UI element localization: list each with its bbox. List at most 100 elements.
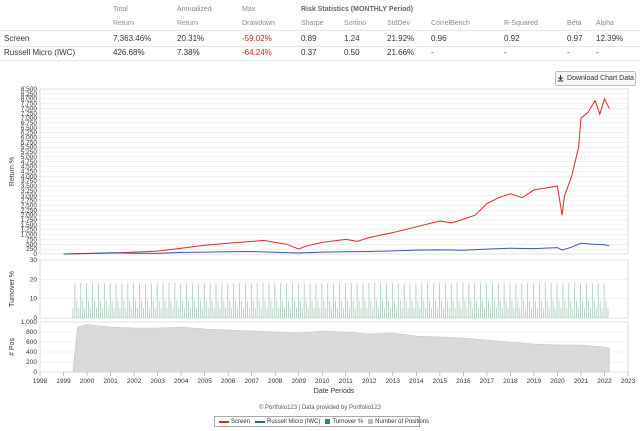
- x-tick-label: 2023: [621, 378, 636, 385]
- y-tick-label: 5,000: [21, 154, 38, 161]
- y-tick-label: 2,500: [21, 202, 38, 209]
- table-cell: -59.02%: [242, 34, 272, 43]
- x-tick-label: 2004: [174, 378, 189, 385]
- column-header: R-Squared: [504, 20, 538, 27]
- y-tick-label: 6,000: [21, 135, 38, 142]
- table-cell: 0.37: [301, 48, 317, 57]
- x-tick-label: 2010: [315, 378, 330, 385]
- y-tick-label: 5,250: [21, 149, 38, 156]
- y-tick-label: 0: [33, 369, 37, 376]
- y-tick-label: 1,000: [21, 232, 38, 239]
- y-tick-label: 20: [30, 276, 38, 283]
- series-line-screen: [63, 97, 610, 255]
- y-tick-label: 3,750: [21, 178, 38, 185]
- x-tick-label: 2017: [480, 378, 495, 385]
- table-cell: -64.24%: [242, 48, 272, 57]
- table-cell: 0.96: [431, 34, 447, 43]
- y-tick-label: 400: [26, 349, 37, 356]
- x-tick-label: 2003: [150, 378, 165, 385]
- table-cell: 21.92%: [387, 34, 415, 43]
- x-tick-label: 2021: [574, 378, 589, 385]
- y-tick-label: 8,250: [21, 91, 38, 98]
- y-tick-label: 10: [30, 296, 38, 303]
- download-chart-data-button[interactable]: Download Chart Data: [555, 71, 636, 86]
- x-tick-label: 2014: [409, 378, 424, 385]
- column-header: StdDev: [387, 20, 410, 27]
- legend-item[interactable]: Screen: [219, 419, 250, 425]
- x-tick-label: 2008: [268, 378, 283, 385]
- y-tick-label: 3,000: [21, 193, 38, 200]
- header-line1: Total: [113, 6, 128, 13]
- header-line1: Annualized: [177, 6, 212, 13]
- table-cell: 21.66%: [387, 48, 415, 57]
- y-tick-label: 0: [33, 315, 37, 322]
- x-tick-label: 2019: [527, 378, 542, 385]
- y-tick-label: 1,750: [21, 217, 38, 224]
- y-tick-label: 6,500: [21, 125, 38, 132]
- y-tick-label: 4,750: [21, 159, 38, 166]
- table-cell: 426.68%: [113, 48, 145, 57]
- y-tick-label: 5,750: [21, 139, 38, 146]
- y-tick-label: 7,250: [21, 110, 38, 117]
- table-cell: -: [596, 48, 599, 57]
- table-cell: -: [567, 48, 570, 57]
- y-tick-label: 1,250: [21, 227, 38, 234]
- x-tick-label: 1999: [56, 378, 71, 385]
- x-tick-label: 2016: [456, 378, 471, 385]
- x-tick-label: 2007: [244, 378, 259, 385]
- footer-credit: © Portfolio123 | Data provided by Portfo…: [258, 405, 382, 411]
- table-row: Screen 7,363.46% 20.31% -59.02% 0.89 1.24 21.9…: [0, 30, 640, 47]
- table-cell: 1.24: [344, 34, 360, 43]
- x-tick-label: 2015: [433, 378, 448, 385]
- x-tick-label: 2002: [127, 378, 142, 385]
- y-tick-label: 8,000: [21, 96, 38, 103]
- table-row: Russell Micro (IWC) 426.68% 7.38% -64.24% 0.…: [0, 45, 640, 61]
- header-line1: Max: [242, 6, 256, 13]
- y-tick-label: 3,500: [21, 183, 38, 190]
- table-cell: 12.39%: [596, 34, 624, 43]
- y-tick-label: 5,500: [21, 144, 38, 151]
- chart-legend: Screen Russell Micro (IWC) Turnover % Numbe…: [214, 416, 429, 427]
- legend-swatch: [255, 420, 266, 423]
- y-tick-label: 7,750: [21, 101, 38, 108]
- y-tick-label: 4,000: [21, 173, 38, 180]
- x-tick-label: 1998: [33, 378, 48, 385]
- table-cell: 0.97: [567, 34, 583, 43]
- legend-swatch: [219, 420, 229, 423]
- legend-label: Screen: [231, 418, 251, 425]
- download-button-label: Download Chart Data: [567, 75, 634, 82]
- series-line-russell-micro-iwc-: [63, 242, 610, 255]
- legend-item[interactable]: Number of Positions: [368, 419, 429, 425]
- panel-frame: [39, 259, 629, 319]
- y-tick-label: 0: [33, 251, 37, 258]
- y-tick-label: 8,500: [21, 86, 38, 93]
- column-header: CorrelBench: [431, 20, 470, 27]
- y-tick-label: 4,250: [21, 169, 38, 176]
- y-tick-label: 2,750: [21, 198, 38, 205]
- table-cell: -: [431, 48, 434, 57]
- x-tick-label: 2020: [550, 378, 565, 385]
- legend-label: Russell Micro (IWC): [267, 418, 321, 425]
- table-cell: 7.38%: [177, 48, 200, 57]
- x-tick-label: 2013: [386, 378, 401, 385]
- y-axis-label: Return %: [9, 157, 16, 186]
- y-tick-label: 2,250: [21, 207, 38, 214]
- legend-item[interactable]: Turnover %: [325, 419, 363, 425]
- y-axis-label: Turnover %: [9, 271, 16, 307]
- column-header: Alpha: [596, 20, 614, 27]
- column-header: Drawdown: [242, 20, 276, 27]
- y-tick-label: 7,000: [21, 115, 38, 122]
- legend-item[interactable]: Russell Micro (IWC): [255, 419, 320, 425]
- legend-label: Number of Positions: [375, 418, 430, 425]
- table-cell: 7,363.46%: [113, 34, 152, 43]
- table-cell: 0.92: [504, 34, 520, 43]
- row-label: Screen: [4, 34, 30, 43]
- y-tick-label: 1,500: [21, 222, 38, 229]
- y-tick-label: 250: [26, 246, 37, 253]
- x-tick-label: 2022: [597, 378, 612, 385]
- y-axis-label: # Pos: [9, 338, 16, 356]
- legend-label: Turnover %: [332, 418, 364, 425]
- column-header: Sortino: [344, 20, 367, 27]
- column-header: Beta: [567, 20, 582, 27]
- performance-chart: 02505007501,0001,2501,5001,7502,0002,250…: [9, 86, 636, 395]
